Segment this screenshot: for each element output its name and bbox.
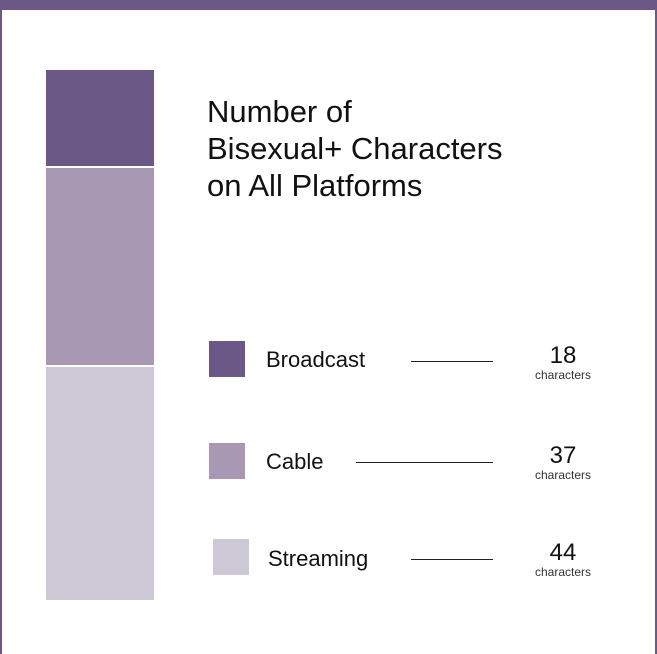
data-label-unit-streaming: characters <box>534 565 592 579</box>
bar-segment-streaming <box>46 367 154 600</box>
data-label-broadcast: 18 characters <box>523 342 603 383</box>
data-label-streaming: 44 characters <box>523 539 603 580</box>
data-label-value-broadcast: 18 <box>549 342 577 369</box>
bar-segment-broadcast <box>46 70 154 166</box>
data-label-cable: 37 characters <box>523 442 603 483</box>
legend-leader-line-streaming <box>411 559 493 560</box>
legend-row-streaming: Streaming 44 characters <box>0 535 657 595</box>
data-label-value-cable: 37 <box>549 442 577 469</box>
legend-swatch-streaming <box>213 539 249 575</box>
legend-row-broadcast: Broadcast 18 characters <box>0 337 657 397</box>
legend-leader-line-broadcast <box>411 361 493 362</box>
legend-label-streaming: Streaming <box>268 546 369 571</box>
chart-title-line-3: on All Platforms <box>207 168 423 203</box>
legend-swatch-broadcast <box>209 341 245 377</box>
chart-title-line-1: Number of <box>207 94 352 129</box>
data-label-unit-broadcast: characters <box>534 368 592 382</box>
legend-label-broadcast: Broadcast <box>266 347 366 372</box>
legend-row-cable: Cable 37 characters <box>0 438 657 498</box>
legend-label-cable: Cable <box>266 449 324 474</box>
stacked-bar <box>46 70 154 600</box>
chart-title-line-2: Bisexual+ Characters <box>207 131 503 166</box>
legend-leader-line-cable <box>356 462 493 463</box>
legend-swatch-cable <box>209 443 245 479</box>
bar-segment-cable <box>46 168 154 365</box>
data-label-value-streaming: 44 <box>549 539 577 566</box>
chart-title: Number of Bisexual+ Characters on All Pl… <box>207 93 627 204</box>
data-label-unit-cable: characters <box>534 468 592 482</box>
